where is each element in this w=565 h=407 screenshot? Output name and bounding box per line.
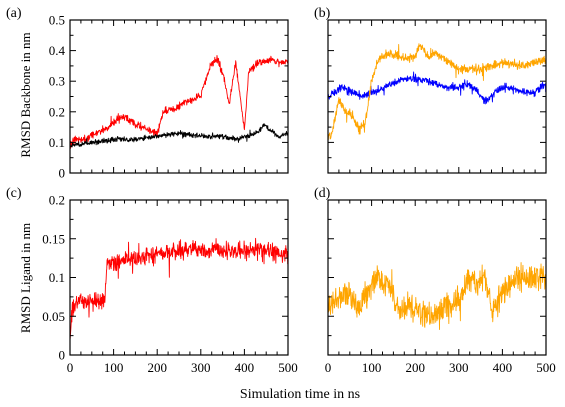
x-tick-label-c: 0 [67,360,74,375]
series-line-a-2 [70,123,288,148]
series-line-c-1 [70,237,288,341]
y-tick-label-c: 0.05 [42,309,65,324]
panel-a-plot [70,55,288,149]
panel-b-label: (b) [314,6,331,21]
y-tick-label-a: 0.1 [49,135,65,150]
x-tick-label-c: 200 [147,360,167,375]
panel-d-label: (d) [314,186,331,201]
y-tick-label-c: 0.1 [49,270,65,285]
panel-d-plot [328,262,546,330]
panel-b-plot [328,43,546,141]
x-tick-label-c: 400 [235,360,255,375]
x-tick-label-d: 0 [325,360,332,375]
y-tick-label-c: 0 [59,348,66,363]
panel-c-plot [70,237,288,341]
x-tick-label-c: 100 [104,360,124,375]
y-tick-label-a: 0.2 [49,104,65,119]
x-tick-label-c: 500 [278,360,298,375]
panel-a: 0 0.1 0.2 0.3 0.4 0.5 (a) [6,6,289,181]
y-tick-label-c: 0.2 [49,193,65,208]
y-tick-label-a: 0.4 [49,43,66,58]
panel-d: 0 100 200 300 400 500 (d) [314,186,556,375]
series-line-d-1 [328,262,546,330]
x-tick-label-d: 400 [493,360,513,375]
x-tick-label-d: 100 [362,360,382,375]
x-axis-label: Simulation time in ns [240,387,360,402]
panel-c-frame [69,199,289,356]
panel-b: (b) [314,6,547,174]
y-tick-label-a: 0 [59,166,66,181]
x-tick-label-d: 300 [449,360,469,375]
y-tick-label-a: 0.3 [49,74,65,89]
panel-c: 0 100 200 300 400 500 0 0.05 0.1 0.15 0.2 (c) [6,186,298,375]
x-tick-label-d: 500 [536,360,556,375]
y-tick-label-a: 0.5 [49,13,65,28]
y-axis-label-ligand: RMSD Ligand in nm [18,223,33,333]
panel-a-frame [69,19,289,174]
series-line-a-1 [70,55,288,149]
series-line-b-1 [328,71,546,105]
y-tick-label-c: 0.15 [42,231,65,246]
series-line-b-2 [328,43,546,141]
x-tick-label-d: 200 [405,360,425,375]
panel-c-label: (c) [6,186,22,201]
y-axis-label-backbone: RMSD Backbone in nm [18,32,33,157]
panel-a-label: (a) [6,6,22,21]
x-tick-label-c: 300 [191,360,211,375]
